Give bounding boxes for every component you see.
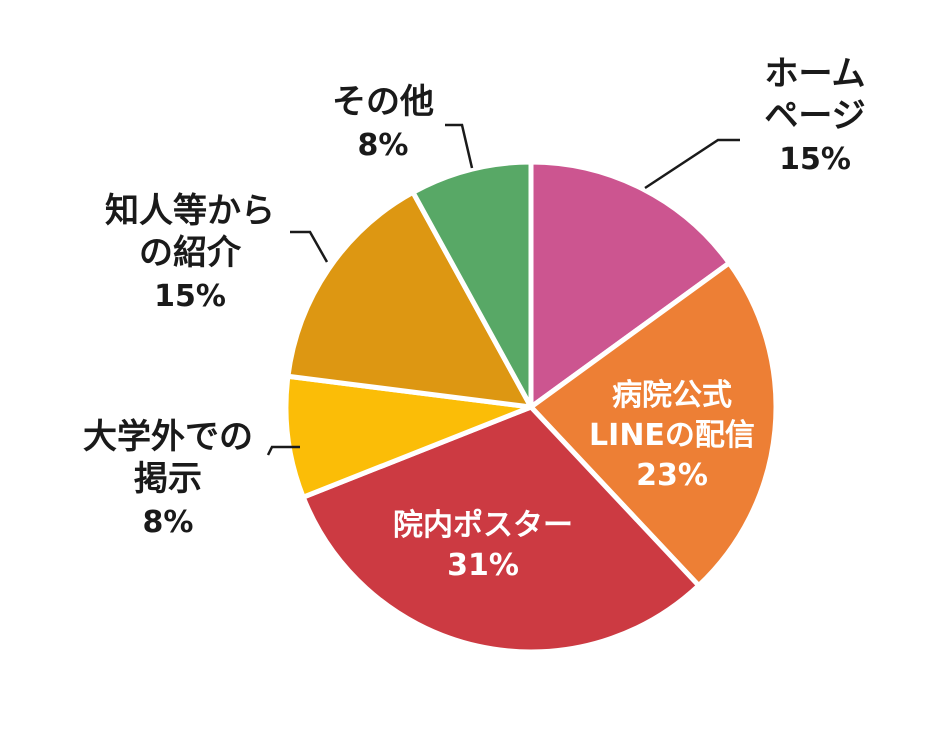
leader-line xyxy=(644,138,740,190)
slice-label: LINEの配信 xyxy=(589,418,755,453)
slice-label: その他 xyxy=(332,82,434,122)
slice-value-label: 31% xyxy=(447,548,519,583)
slice-value-label: 8% xyxy=(358,128,409,163)
pie-slices xyxy=(283,159,779,655)
pie-slice xyxy=(528,159,732,410)
slice-value-label: 8% xyxy=(143,505,194,540)
pie-slice xyxy=(300,404,702,655)
slice-label: 病院公式 xyxy=(612,378,732,413)
slice-value-label: 23% xyxy=(636,458,708,493)
slice-label: 大学外での xyxy=(83,417,253,457)
leader-line xyxy=(445,123,474,169)
pie-slice xyxy=(285,189,534,410)
slice-label: 掲示 xyxy=(134,459,202,499)
pie-slice xyxy=(528,260,779,589)
slice-value-label: 15% xyxy=(779,142,851,177)
slice-value-label: 15% xyxy=(154,279,226,314)
slice-label: 院内ポスター xyxy=(393,508,573,543)
slice-label: ページ xyxy=(764,96,865,136)
leader-line xyxy=(266,445,300,456)
leader-line xyxy=(290,230,329,263)
pie-slice xyxy=(410,159,534,410)
slice-label: 知人等から xyxy=(105,191,275,231)
pie-slice xyxy=(283,373,534,500)
slice-label: の紹介 xyxy=(139,233,242,273)
slice-label: ホーム xyxy=(765,54,866,94)
